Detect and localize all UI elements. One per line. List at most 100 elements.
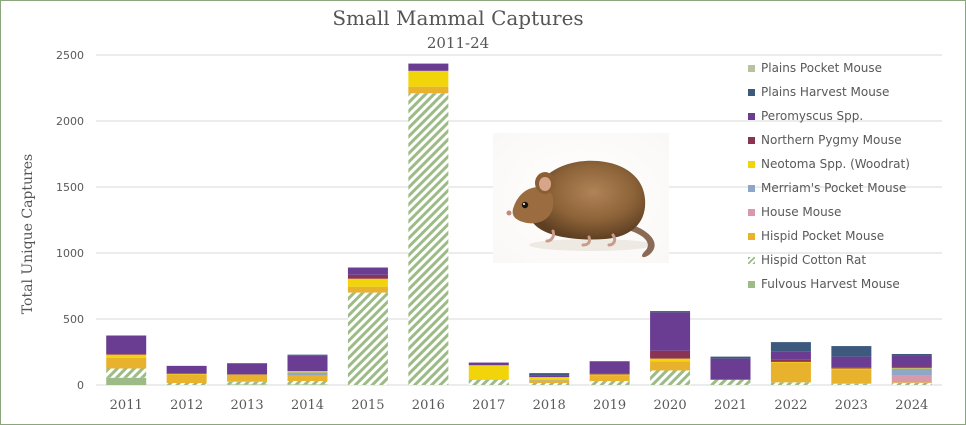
chart-title: Small Mammal Captures bbox=[332, 6, 584, 30]
legend-swatch bbox=[748, 256, 755, 264]
legend-label: House Mouse bbox=[761, 205, 842, 219]
bar-segment bbox=[891, 353, 932, 356]
bar-segment bbox=[287, 354, 328, 356]
bar-segment bbox=[831, 356, 872, 368]
legend-label: Northern Pygmy Mouse bbox=[761, 133, 902, 147]
bar-segment bbox=[468, 365, 509, 380]
legend-label: Plains Harvest Mouse bbox=[761, 85, 890, 99]
bar-segment bbox=[891, 382, 932, 384]
legend-item: Fulvous Harvest Mouse bbox=[748, 272, 948, 296]
bar-segment bbox=[589, 381, 630, 385]
bar-segment bbox=[529, 377, 570, 380]
x-tick-label: 2020 bbox=[654, 398, 687, 413]
bar-segment bbox=[347, 274, 388, 279]
y-tick-label: 2500 bbox=[56, 49, 84, 62]
bar-segment bbox=[831, 383, 872, 385]
bar-segment bbox=[106, 357, 147, 369]
x-tick-label: 2013 bbox=[231, 398, 264, 413]
bar-segment bbox=[710, 356, 751, 359]
legend-swatch bbox=[748, 184, 755, 192]
bar-segment bbox=[408, 70, 449, 87]
bar-segment bbox=[106, 354, 147, 358]
bar-segment bbox=[468, 379, 509, 385]
bar-segment bbox=[529, 375, 570, 378]
bar-segment bbox=[831, 367, 872, 369]
x-tick-label: 2024 bbox=[895, 398, 928, 413]
bar-segment bbox=[529, 383, 570, 385]
bar-segment bbox=[770, 362, 811, 383]
bar-segment bbox=[347, 267, 388, 275]
bar-segment bbox=[710, 379, 751, 385]
bar-segment bbox=[891, 368, 932, 376]
x-tick-label: 2018 bbox=[533, 398, 566, 413]
bar-segment bbox=[347, 286, 388, 293]
legend-label: Hispid Cotton Rat bbox=[761, 253, 867, 267]
bar-segment bbox=[227, 384, 268, 385]
bar-segment bbox=[106, 377, 147, 385]
bar-segment bbox=[770, 351, 811, 360]
bar-segment bbox=[529, 379, 570, 381]
bar-segment bbox=[770, 382, 811, 385]
bar-segment bbox=[287, 372, 328, 376]
legend-swatch bbox=[748, 208, 755, 216]
bar-segment bbox=[770, 361, 811, 363]
legend-item: Neotoma Spp. (Woodrat) bbox=[748, 152, 948, 176]
legend-item: House Mouse bbox=[748, 200, 948, 224]
bar-segment bbox=[287, 375, 328, 382]
bar-segment bbox=[650, 361, 691, 371]
bar-segment bbox=[589, 375, 630, 382]
x-tick-label: 2021 bbox=[714, 398, 747, 413]
legend-label: Fulvous Harvest Mouse bbox=[761, 277, 900, 291]
y-tick-label: 2000 bbox=[56, 115, 84, 128]
bar-segment bbox=[408, 93, 449, 385]
bar-segment bbox=[347, 278, 388, 287]
x-tick-label: 2017 bbox=[472, 398, 505, 413]
y-tick-label: 1500 bbox=[56, 181, 84, 194]
bar-segment bbox=[227, 381, 268, 385]
legend-swatch bbox=[748, 136, 755, 144]
bar-segment bbox=[227, 374, 268, 382]
bar-segment bbox=[831, 369, 872, 384]
bar-segment bbox=[166, 365, 207, 374]
x-tick-label: 2012 bbox=[170, 398, 203, 413]
x-tick-label: 2019 bbox=[593, 398, 626, 413]
mouse-icon bbox=[506, 160, 655, 258]
legend-swatch bbox=[748, 112, 755, 120]
y-tick-label: 500 bbox=[63, 313, 84, 326]
x-tick-label: 2022 bbox=[774, 398, 807, 413]
bar-segment bbox=[287, 381, 328, 385]
bar-segment bbox=[166, 373, 207, 375]
bar-segment bbox=[529, 380, 570, 384]
bar-segment bbox=[287, 371, 328, 373]
bar-segment bbox=[529, 373, 570, 376]
y-tick-label: 1000 bbox=[56, 247, 84, 260]
bar-segment bbox=[770, 342, 811, 352]
legend-item: Merriam's Pocket Mouse bbox=[748, 176, 948, 200]
bar-segment bbox=[650, 370, 691, 385]
x-tick-label: 2014 bbox=[291, 398, 324, 413]
legend-swatch bbox=[748, 232, 755, 240]
bar-segment bbox=[408, 63, 449, 71]
chart-legend: Plains Pocket Mouse Plains Harvest Mouse P… bbox=[748, 56, 948, 296]
bar-segment bbox=[468, 379, 509, 380]
bar-segment bbox=[589, 373, 630, 375]
legend-item: Plains Pocket Mouse bbox=[748, 56, 948, 80]
bar-segment bbox=[891, 375, 932, 383]
bar-segment bbox=[106, 335, 147, 354]
legend-swatch bbox=[748, 88, 755, 96]
bar-segment bbox=[287, 384, 328, 385]
x-tick-label: 2015 bbox=[351, 398, 384, 413]
mouse-photo bbox=[493, 133, 669, 263]
bar-segment bbox=[710, 358, 751, 380]
legend-label: Plains Pocket Mouse bbox=[761, 61, 883, 75]
bar-segment bbox=[891, 355, 932, 367]
bar-segment bbox=[166, 374, 207, 384]
legend-label: Peromyscus Spp. bbox=[761, 109, 864, 123]
bar-segment bbox=[347, 292, 388, 385]
bar-segment bbox=[891, 366, 932, 368]
bar-segment bbox=[408, 86, 449, 94]
legend-label: Neotoma Spp. (Woodrat) bbox=[761, 157, 910, 171]
bar-segment bbox=[468, 362, 509, 366]
bar-segment bbox=[106, 368, 147, 378]
bar-segment bbox=[650, 350, 691, 359]
